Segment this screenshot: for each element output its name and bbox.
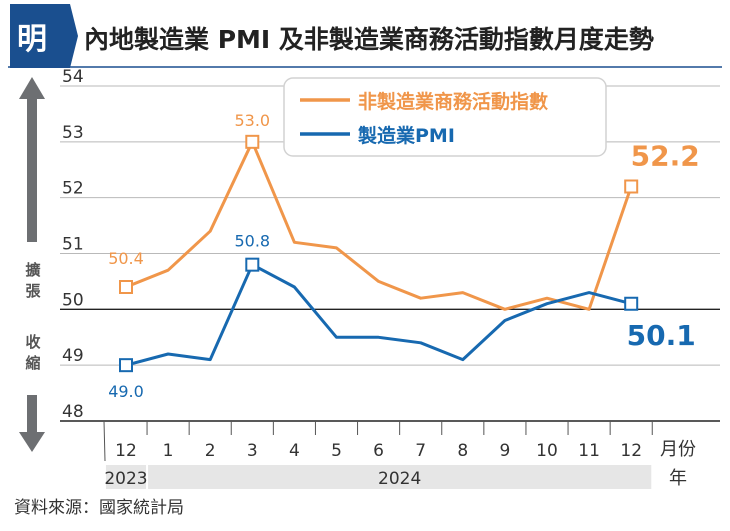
x-tick-label: 1 — [163, 441, 174, 461]
x-unit-label: 月份 — [660, 439, 696, 460]
chart-title: 內地製造業 PMI 及非製造業商務活動指數月度走勢 — [84, 25, 654, 54]
x-tick-label: 11 — [578, 441, 600, 461]
contraction-arrow-head — [19, 432, 45, 452]
contraction-arrow-shaft — [27, 395, 37, 437]
nonmfg-line — [124, 140, 633, 311]
x-tick-label: 10 — [536, 441, 558, 461]
logo-badge — [10, 4, 78, 68]
expansion-label-1: 擴 — [25, 261, 40, 279]
pmi-marker — [624, 296, 639, 311]
data-labels: 50.4 53.0 52.2 49.0 50.8 50.1 — [108, 111, 700, 401]
y-tick-label: 49 — [62, 346, 84, 366]
year-band-segment — [148, 465, 652, 489]
nonmfg-marker — [624, 179, 639, 194]
series-lines — [124, 140, 633, 367]
legend-label-pmi: 製造業PMI — [357, 124, 455, 147]
x-tick-label: 8 — [457, 441, 468, 461]
y-tick-label: 52 — [62, 179, 84, 199]
scale-arrows: 擴 張 收 縮 — [19, 77, 45, 452]
x-tick-label: 12 — [115, 441, 137, 461]
x-tick-label: 9 — [499, 441, 510, 461]
y-tick-label: 50 — [62, 290, 84, 310]
expansion-label-2: 張 — [25, 282, 41, 300]
year-unit-label: 年 — [669, 468, 687, 489]
x-tick-label: 3 — [247, 441, 258, 461]
y-tick-label: 54 — [62, 67, 84, 87]
nonmfg-data-label: 53.0 — [234, 111, 270, 130]
pmi-line — [124, 263, 633, 367]
legend-box — [283, 77, 607, 157]
logo-char: 明 — [17, 22, 47, 57]
expansion-arrow-shaft — [27, 97, 37, 242]
nonmfg-marker — [119, 280, 133, 294]
y-tick-label: 48 — [62, 402, 84, 422]
year-band: 2023 2024 — [104, 465, 652, 489]
expansion-arrow-head — [19, 77, 45, 99]
nonmfg-data-label: 52.2 — [631, 140, 700, 173]
x-tick — [103, 420, 106, 462]
x-tick-label: 2 — [205, 441, 216, 461]
pmi-data-label: 50.1 — [627, 319, 696, 352]
header: 明 內地製造業 PMI 及非製造業商務活動指數月度走勢 — [8, 4, 722, 68]
y-tick-label: 51 — [62, 235, 84, 255]
legend: 非製造業商務活動指數 製造業PMI — [283, 77, 607, 157]
year-label: 2023 — [104, 469, 147, 489]
pmi-marker — [119, 358, 133, 373]
year-band-segment — [105, 465, 147, 489]
source-note: 資料來源：國家統計局 — [14, 498, 184, 518]
x-axis: 12 1 2 3 4 5 6 7 8 9 10 11 12 — [103, 420, 653, 462]
x-tick-label: 7 — [415, 441, 426, 461]
nonmfg-data-label: 50.4 — [108, 249, 144, 268]
x-tick-label: 6 — [373, 441, 384, 461]
y-axis-ticks: 48 49 50 51 52 53 54 — [62, 67, 84, 422]
year-label: 2024 — [378, 469, 421, 489]
pmi-data-label: 49.0 — [108, 382, 144, 401]
contraction-label-2: 縮 — [25, 354, 40, 372]
pmi-data-label: 50.8 — [234, 232, 270, 251]
y-tick-label: 53 — [62, 123, 84, 143]
gridlines — [60, 85, 720, 422]
x-tick-label: 12 — [620, 441, 642, 461]
nonmfg-marker — [245, 134, 260, 149]
pmi-marker — [245, 257, 260, 272]
legend-label-nonmfg: 非製造業商務活動指數 — [358, 90, 548, 113]
x-tick-label: 5 — [331, 441, 342, 461]
series-markers — [119, 134, 639, 373]
contraction-label-1: 收 — [25, 333, 40, 351]
x-tick-label: 4 — [289, 441, 300, 461]
